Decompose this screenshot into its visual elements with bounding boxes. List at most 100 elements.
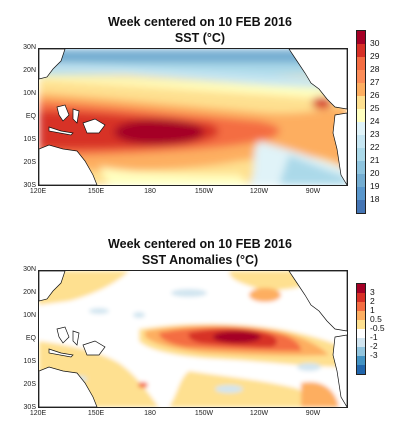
colorbar-swatch bbox=[357, 174, 365, 187]
colorbar-label: 23 bbox=[370, 129, 380, 139]
colorbar-swatch bbox=[357, 109, 365, 122]
colorbar-label: -3 bbox=[370, 350, 378, 360]
colorbar-label: 18 bbox=[370, 194, 380, 204]
sst-lat-label-10n: 10N bbox=[23, 90, 36, 97]
anomaly-australia bbox=[39, 366, 98, 407]
colorbar-label: 1 bbox=[370, 305, 375, 315]
anomaly-south-america bbox=[332, 334, 347, 407]
sst-lon-label-120w: 120W bbox=[249, 188, 269, 195]
sst-lat-label-30s: 30S bbox=[23, 182, 36, 189]
colorbar-label: 28 bbox=[370, 64, 380, 74]
colorbar-swatch bbox=[357, 31, 365, 44]
anomaly-panel: Week centered on 10 FEB 2016 SST Anomali… bbox=[0, 222, 400, 438]
colorbar-swatch bbox=[357, 284, 365, 293]
anomaly-lat-label-10s: 10S bbox=[23, 358, 36, 365]
colorbar-label: 20 bbox=[370, 168, 380, 178]
anomaly-lat-label-20n: 20N bbox=[23, 289, 36, 296]
colorbar-label: 19 bbox=[370, 181, 380, 191]
sst-lon-label-90w: 90W bbox=[305, 188, 321, 195]
sst-panel: Week centered on 10 FEB 2016 SST (°C) 30… bbox=[0, 0, 400, 216]
colorbar-label: 2 bbox=[370, 296, 375, 306]
colorbar-label: 22 bbox=[370, 142, 380, 152]
anomaly-north-america bbox=[288, 271, 347, 332]
colorbar-swatch bbox=[357, 347, 365, 356]
colorbar-label: 25 bbox=[370, 103, 380, 113]
sst-lat-label-20n: 20N bbox=[23, 67, 36, 74]
sst-lon-label-120e: 120E bbox=[29, 188, 47, 195]
colorbar-label: -0.5 bbox=[370, 323, 385, 333]
anomaly-new-guinea bbox=[82, 340, 106, 356]
sst-lat-label-20s: 20S bbox=[23, 159, 36, 166]
anomaly-lon-label-180: 180 bbox=[144, 410, 156, 417]
colorbar-label: 29 bbox=[370, 51, 380, 61]
sst-lon-label-150w: 150W bbox=[194, 188, 214, 195]
colorbar-swatch bbox=[357, 293, 365, 302]
colorbar-swatch bbox=[357, 320, 365, 329]
colorbar-swatch bbox=[357, 148, 365, 161]
sst-new-guinea bbox=[82, 118, 106, 134]
colorbar-swatch bbox=[357, 329, 365, 338]
colorbar-label: 24 bbox=[370, 116, 380, 126]
sst-coastlines bbox=[39, 49, 347, 185]
anomaly-lon-label-120e: 120E bbox=[29, 410, 47, 417]
colorbar-label: 27 bbox=[370, 77, 380, 87]
anomaly-borneo bbox=[56, 326, 70, 344]
anomaly-lat-label-30s: 30S bbox=[23, 404, 36, 411]
colorbar-label: 26 bbox=[370, 90, 380, 100]
sst-lon-label-180: 180 bbox=[144, 188, 156, 195]
colorbar-swatch bbox=[357, 96, 365, 109]
colorbar-swatch bbox=[357, 338, 365, 347]
colorbar-swatch bbox=[357, 122, 365, 135]
anomaly-lon-label-150w: 150W bbox=[194, 410, 214, 417]
sst-lat-label-eq: EQ bbox=[25, 113, 36, 120]
anomaly-lon-label-150e: 150E bbox=[87, 410, 105, 417]
sst-asia-coast bbox=[39, 49, 66, 80]
anomaly-subtitle: SST Anomalies (°C) bbox=[141, 253, 259, 267]
anomaly-sulawesi bbox=[72, 330, 80, 346]
colorbar-label: 3 bbox=[370, 287, 375, 297]
colorbar-swatch bbox=[357, 135, 365, 148]
sst-south-america bbox=[332, 112, 347, 185]
colorbar-swatch bbox=[357, 311, 365, 320]
colorbar-swatch bbox=[357, 200, 365, 213]
anomaly-colorbar bbox=[356, 283, 366, 375]
anomaly-map bbox=[38, 270, 348, 408]
colorbar-swatch bbox=[357, 187, 365, 200]
sst-title: Week centered on 10 FEB 2016 bbox=[108, 15, 292, 29]
anomaly-lat-label-20s: 20S bbox=[23, 381, 36, 388]
anomaly-coastlines bbox=[39, 271, 347, 407]
sst-lon-label-150e: 150E bbox=[87, 188, 105, 195]
colorbar-label: -2 bbox=[370, 341, 378, 351]
colorbar-label: 21 bbox=[370, 155, 380, 165]
anomaly-title: Week centered on 10 FEB 2016 bbox=[108, 237, 292, 251]
colorbar-swatch bbox=[357, 356, 365, 365]
colorbar-swatch bbox=[357, 161, 365, 174]
anomaly-asia-coast bbox=[39, 271, 66, 302]
anomaly-lat-label-10n: 10N bbox=[23, 312, 36, 319]
colorbar-swatch bbox=[357, 57, 365, 70]
colorbar-label: 30 bbox=[370, 38, 380, 48]
colorbar-swatch bbox=[357, 44, 365, 57]
anomaly-lat-label-eq: EQ bbox=[25, 335, 36, 342]
sst-subtitle: SST (°C) bbox=[174, 31, 226, 45]
colorbar-swatch bbox=[357, 83, 365, 96]
sst-australia bbox=[39, 144, 98, 185]
colorbar-swatch bbox=[357, 302, 365, 311]
sst-map bbox=[38, 48, 348, 186]
anomaly-lat-label-30n: 30N bbox=[23, 266, 36, 273]
sst-lat-label-10s: 10S bbox=[23, 136, 36, 143]
sst-borneo bbox=[56, 104, 70, 122]
sst-north-america bbox=[288, 49, 347, 110]
colorbar-swatch bbox=[357, 70, 365, 83]
colorbar-label: -1 bbox=[370, 332, 378, 342]
sst-lat-label-30n: 30N bbox=[23, 44, 36, 51]
colorbar-label: 0.5 bbox=[370, 314, 382, 324]
sst-colorbar bbox=[356, 30, 366, 214]
colorbar-swatch bbox=[357, 365, 365, 374]
sst-sulawesi bbox=[72, 108, 80, 124]
sst-indonesia-islands bbox=[48, 126, 74, 136]
anomaly-lon-label-90w: 90W bbox=[305, 410, 321, 417]
sst-field bbox=[39, 49, 347, 185]
anomaly-indonesia-islands bbox=[48, 348, 74, 358]
anomaly-lon-label-120w: 120W bbox=[249, 410, 269, 417]
